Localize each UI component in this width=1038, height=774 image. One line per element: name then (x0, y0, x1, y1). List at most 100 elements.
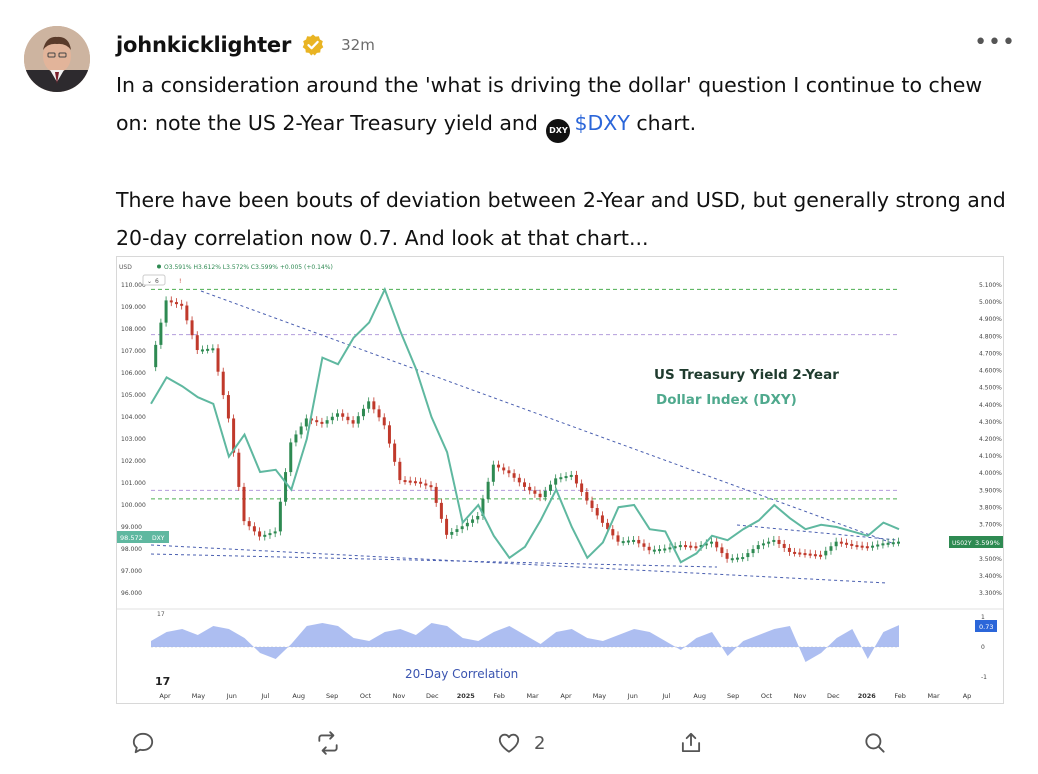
reply-button[interactable] (130, 730, 156, 756)
yield-candle (491, 464, 495, 482)
right-axis-tick: 3.500% (979, 556, 1002, 563)
dxy-series-line (150, 286, 900, 564)
yield-candle (834, 541, 838, 547)
trendline (200, 290, 893, 544)
yield-candle (445, 518, 449, 535)
right-axis-tick: 4.700% (979, 350, 1002, 357)
yield-candle (808, 553, 812, 556)
yield-candle (554, 478, 558, 485)
like-button[interactable]: 2 (496, 730, 545, 756)
yield-candle (497, 464, 501, 468)
yield-candle (756, 545, 760, 550)
yield-candle (642, 543, 646, 547)
right-axis-tick: 5.100% (979, 282, 1002, 289)
share-button[interactable] (678, 730, 704, 756)
yield-candle (782, 543, 786, 548)
search-button[interactable] (862, 730, 888, 756)
yield-candle (517, 477, 521, 483)
yield-candle (372, 401, 376, 410)
yield-candle (564, 476, 568, 479)
yield-candle (294, 434, 298, 443)
trendline (150, 544, 888, 584)
month-label: Ap (963, 692, 972, 700)
yield-candle (221, 371, 225, 396)
yield-candle (600, 515, 604, 523)
yield-candle (408, 480, 412, 483)
yield-candle (538, 493, 542, 498)
yield-candle (813, 554, 817, 557)
yield-candle (647, 546, 651, 551)
month-label: Jun (226, 692, 237, 700)
indicator-toggle[interactable] (142, 274, 166, 286)
yield-candle (258, 531, 262, 537)
yield-candle (730, 558, 734, 561)
timestamp[interactable]: 32m (341, 36, 375, 54)
yield-candle (502, 467, 506, 471)
yield-candle (304, 418, 308, 427)
left-axis-tick: 96.000 (121, 590, 142, 597)
yield-candle (200, 349, 204, 352)
indicator-count: 6 (155, 278, 159, 285)
yield-candle (626, 540, 630, 543)
yield-candle (632, 539, 636, 542)
yield-candle (735, 557, 739, 560)
verified-badge-icon (302, 34, 324, 56)
share-icon (681, 732, 701, 753)
yield-candle (689, 545, 693, 548)
yield-candle (746, 553, 750, 558)
yield-price-label: US02Y (952, 540, 972, 547)
right-axis-tick: 4.800% (979, 333, 1002, 340)
correlation-panel: 1 0 -1 (117, 608, 1003, 681)
right-axis-tick: 4.900% (979, 316, 1002, 323)
left-axis-tick: 101.000 (121, 480, 146, 487)
x-axis-months: Apr May Jun Jul Aug Sep Oct Nov Dec 2025 Feb Mar Apr… (159, 692, 971, 700)
post-paragraph-2: There have been bouts of deviation betwe… (116, 188, 1006, 250)
month-label: Nov (794, 692, 807, 700)
yield-candle (434, 486, 438, 503)
dxy-ticker-icon: DXY (546, 119, 571, 143)
yield-candle (180, 303, 184, 306)
yield-candle (777, 539, 781, 544)
horizontal-levels (151, 288, 899, 500)
yield-candle (232, 418, 236, 453)
yield-candle (772, 539, 776, 542)
right-axis: 5.100% 5.000% 4.900% 4.800% 4.700% 4.600% 4.50… (979, 282, 1002, 597)
yield-candle (886, 542, 890, 545)
yield-candle (284, 472, 288, 502)
yield-candle (839, 541, 843, 544)
username[interactable]: johnkicklighter (116, 33, 292, 57)
chart-header-text: USD (119, 264, 132, 271)
left-axis-tick: 108.000 (121, 326, 146, 333)
yield-candle (325, 420, 329, 424)
avatar[interactable] (24, 26, 90, 92)
yield-candle (543, 490, 547, 498)
yield-candle (413, 481, 417, 484)
yield-candle (154, 344, 158, 368)
ticker-link[interactable]: $DXY (574, 111, 630, 135)
restack-button[interactable] (314, 730, 342, 756)
right-axis-tick: 3.800% (979, 504, 1002, 511)
yield-candle (829, 546, 833, 551)
yield-candle (315, 420, 319, 423)
correlation-label: 20-Day Correlation (405, 667, 518, 681)
yield-candle (891, 542, 895, 545)
chart-svg: 110.000109.000108.000107.000106.000105.0… (117, 264, 1003, 700)
like-count: 2 (534, 732, 546, 754)
action-bar: 2 (0, 730, 1038, 766)
yield-candle (289, 442, 293, 473)
month-label: 2025 (457, 692, 476, 700)
more-options-icon[interactable]: ••• (974, 30, 1016, 55)
yield-candle (824, 550, 828, 556)
dxy-price-tag (117, 531, 169, 543)
yield-candle (377, 409, 381, 418)
yield-candle (865, 546, 869, 549)
yield-candle (206, 348, 210, 351)
yield-candle (465, 522, 469, 527)
right-axis-tick: 4.000% (979, 470, 1002, 477)
yield-price-tag (949, 536, 1003, 548)
chevron-down-icon: ⌄ (147, 278, 152, 285)
yield-candle (252, 526, 256, 532)
month-label: Mar (927, 692, 940, 700)
right-axis-tick: 4.300% (979, 419, 1002, 426)
chart-image[interactable]: 110.000 109.000 108.000 107.000 106.000 105.0… (116, 256, 1004, 704)
